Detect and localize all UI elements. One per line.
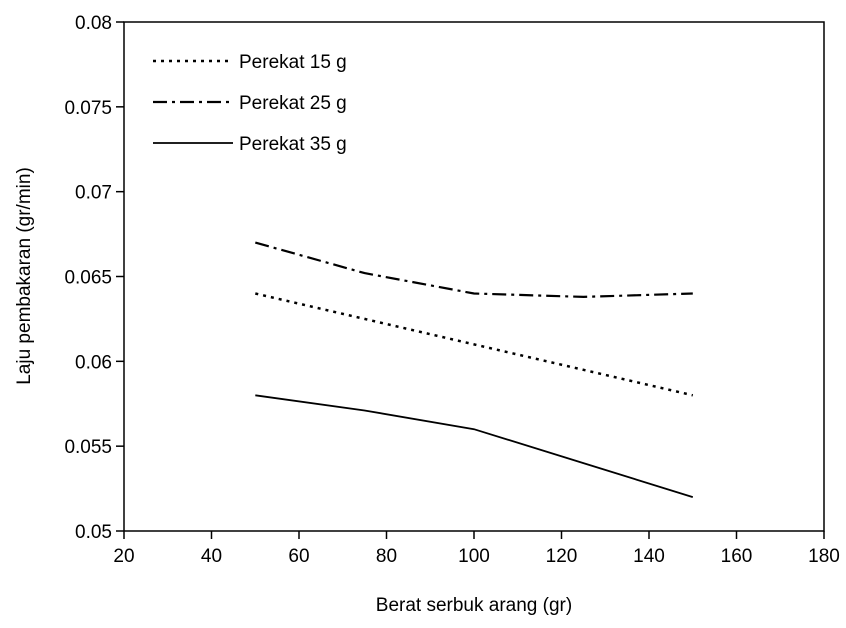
x-tick-label: 180 bbox=[808, 546, 840, 567]
x-tick-label: 80 bbox=[376, 546, 397, 567]
series-line-2 bbox=[255, 241, 693, 299]
y-tick-label: 0.05 bbox=[75, 522, 112, 543]
legend-label-3: Perekat 35 g bbox=[239, 134, 347, 155]
y-tick-label: 0.065 bbox=[64, 268, 112, 289]
x-tick-label: 100 bbox=[458, 546, 490, 567]
y-axis: 0.05 0.055 0.06 0.065 0.07 0.075 0.08 bbox=[64, 13, 124, 543]
y-axis-title: Laju pembakaran (gr/min) bbox=[14, 167, 35, 385]
x-tick-label: 60 bbox=[288, 546, 309, 567]
series-line-1 bbox=[255, 292, 694, 397]
x-tick-label: 20 bbox=[113, 546, 134, 567]
legend-label-1: Perekat 15 g bbox=[239, 52, 347, 73]
legend: Perekat 15 g Perekat 25 g Perekat 35 g bbox=[153, 52, 347, 155]
legend-label-2: Perekat 25 g bbox=[239, 93, 347, 114]
x-tick-label: 120 bbox=[546, 546, 578, 567]
x-tick-label: 40 bbox=[201, 546, 222, 567]
series-line-3 bbox=[255, 394, 694, 498]
x-axis-title: Berat serbuk arang (gr) bbox=[376, 595, 572, 616]
y-tick-label: 0.06 bbox=[75, 352, 112, 373]
x-tick-label: 160 bbox=[721, 546, 753, 567]
x-axis: 20 40 60 80 100 120 140 160 180 bbox=[113, 531, 840, 567]
y-tick-label: 0.07 bbox=[75, 183, 112, 204]
y-tick-label: 0.075 bbox=[64, 98, 112, 119]
y-tick-label: 0.08 bbox=[75, 13, 112, 34]
series-group bbox=[255, 241, 694, 498]
y-tick-label: 0.055 bbox=[64, 437, 112, 458]
plot-area bbox=[123, 21, 825, 532]
x-tick-label: 140 bbox=[633, 546, 665, 567]
